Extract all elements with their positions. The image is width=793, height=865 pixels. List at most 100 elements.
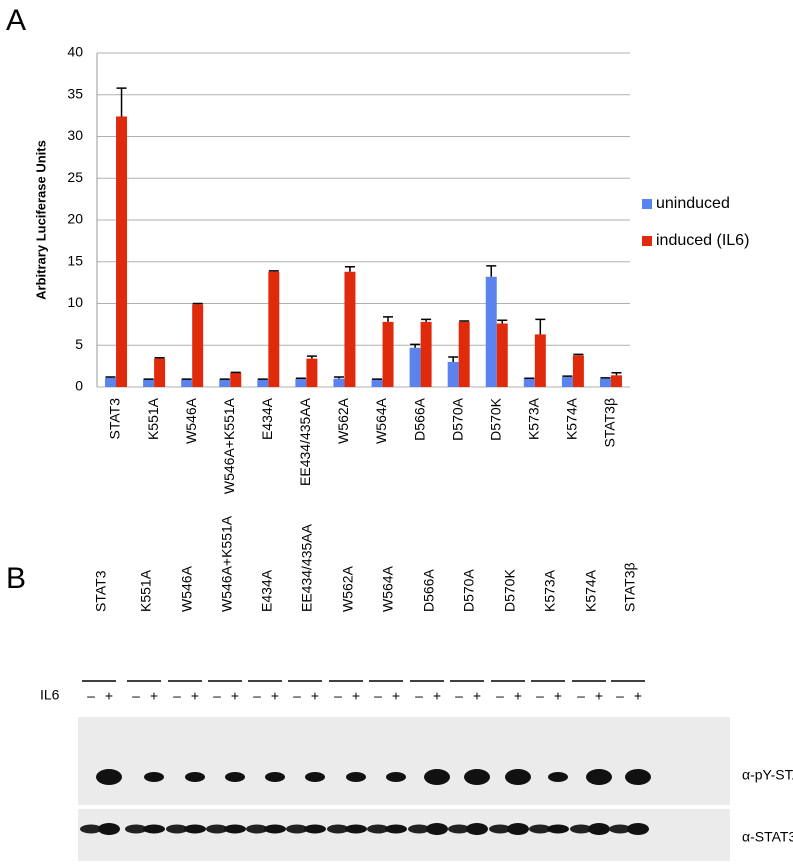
treatment-sign: –: [173, 688, 181, 704]
treatment-sign: +: [311, 688, 319, 704]
legend-label: uninduced: [656, 195, 730, 212]
blot-band: [96, 769, 122, 785]
treatment-sign: +: [352, 688, 360, 704]
bar: [523, 378, 535, 387]
treatment-sign: –: [455, 688, 463, 704]
bar: [382, 321, 394, 387]
error-bar: [486, 265, 497, 277]
treatment-sign: –: [87, 688, 95, 704]
y-axis-label: Arbitrary Luciferase Units: [33, 140, 48, 300]
blot-band: [246, 824, 268, 834]
bar: [561, 376, 573, 387]
blot-band: [265, 772, 285, 782]
blot-band: [548, 772, 568, 782]
bar: [268, 271, 280, 387]
blot-band: [627, 823, 649, 835]
bar: [447, 361, 459, 387]
panel-label: A: [6, 4, 26, 37]
blot-band: [225, 772, 245, 782]
bar: [333, 378, 345, 387]
bar: [496, 323, 508, 387]
bar: [534, 334, 546, 387]
blot-band: [304, 824, 326, 834]
blot-band: [144, 772, 164, 782]
blot-band: [570, 824, 592, 834]
antibody-label: α-STAT3: [742, 829, 793, 845]
blot-band: [464, 769, 490, 785]
bar: [192, 304, 204, 387]
y-tick-label: 15: [67, 252, 83, 268]
blot-band: [609, 824, 631, 834]
treatment-sign: +: [595, 688, 603, 704]
lane-label: W564A: [380, 565, 396, 612]
error-bar: [611, 372, 622, 376]
x-tick-label: D570A: [449, 397, 465, 440]
x-tick-label: STAT3β: [602, 398, 618, 448]
blot-band: [184, 824, 206, 834]
blot-band: [489, 824, 511, 834]
bar: [572, 355, 584, 387]
blot-band: [448, 824, 470, 834]
lane-label: W562A: [340, 565, 356, 612]
blot-band: [367, 824, 389, 834]
treatment-sign: –: [415, 688, 423, 704]
y-tick-label: 25: [67, 169, 83, 185]
error-bar: [192, 302, 203, 305]
error-bar: [154, 357, 165, 359]
error-bar: [383, 316, 394, 322]
treatment-sign: –: [374, 688, 382, 704]
bar: [409, 347, 421, 387]
blot-band: [206, 824, 228, 834]
lane-label: W546A: [179, 565, 195, 612]
treatment-sign: +: [634, 688, 642, 704]
x-tick-label: STAT3: [107, 398, 123, 440]
error-bar: [116, 87, 127, 117]
treatment-sign: –: [253, 688, 261, 704]
error-bar: [421, 318, 432, 322]
lane-label: D570K: [502, 569, 518, 612]
blot-band: [305, 772, 325, 782]
blot-band: [586, 769, 612, 785]
treatment-sign: +: [392, 688, 400, 704]
blot-band: [424, 769, 450, 785]
blot-band: [185, 772, 205, 782]
blot-band: [345, 824, 367, 834]
x-tick-label: EE434/435AA: [297, 397, 313, 486]
blot-band: [408, 824, 430, 834]
blot-band: [547, 824, 569, 834]
y-tick-label: 5: [75, 336, 83, 352]
error-bar: [497, 319, 508, 324]
x-tick-label: K573A: [526, 397, 542, 440]
blot-band: [588, 823, 610, 835]
bar: [219, 379, 231, 387]
x-tick-label: K551A: [145, 397, 161, 440]
panel-label: B: [6, 562, 26, 595]
bar: [458, 321, 470, 387]
y-tick-label: 40: [67, 44, 83, 60]
bar: [485, 276, 497, 387]
treatment-label: IL6: [40, 687, 60, 703]
treatment-sign: +: [433, 688, 441, 704]
blot-band: [125, 824, 147, 834]
blot-band: [385, 824, 407, 834]
error-bar: [344, 266, 355, 272]
treatment-sign: –: [213, 688, 221, 704]
blot-band: [80, 824, 102, 834]
y-tick-label: 10: [67, 294, 83, 310]
legend-label: induced (IL6): [656, 232, 749, 249]
error-bar: [306, 355, 317, 359]
error-bar: [410, 343, 421, 348]
error-bar: [459, 320, 470, 322]
lane-label: STAT3β: [622, 562, 638, 612]
treatment-sign: +: [105, 688, 113, 704]
error-bar: [562, 375, 573, 377]
treatment-sign: +: [231, 688, 239, 704]
treatment-sign: –: [293, 688, 301, 704]
blot-band: [625, 769, 651, 785]
x-tick-label: W564A: [373, 397, 389, 444]
blot-band: [327, 824, 349, 834]
blot-band: [264, 824, 286, 834]
treatment-sign: –: [132, 688, 140, 704]
bar: [154, 358, 166, 387]
treatment-sign: +: [473, 688, 481, 704]
